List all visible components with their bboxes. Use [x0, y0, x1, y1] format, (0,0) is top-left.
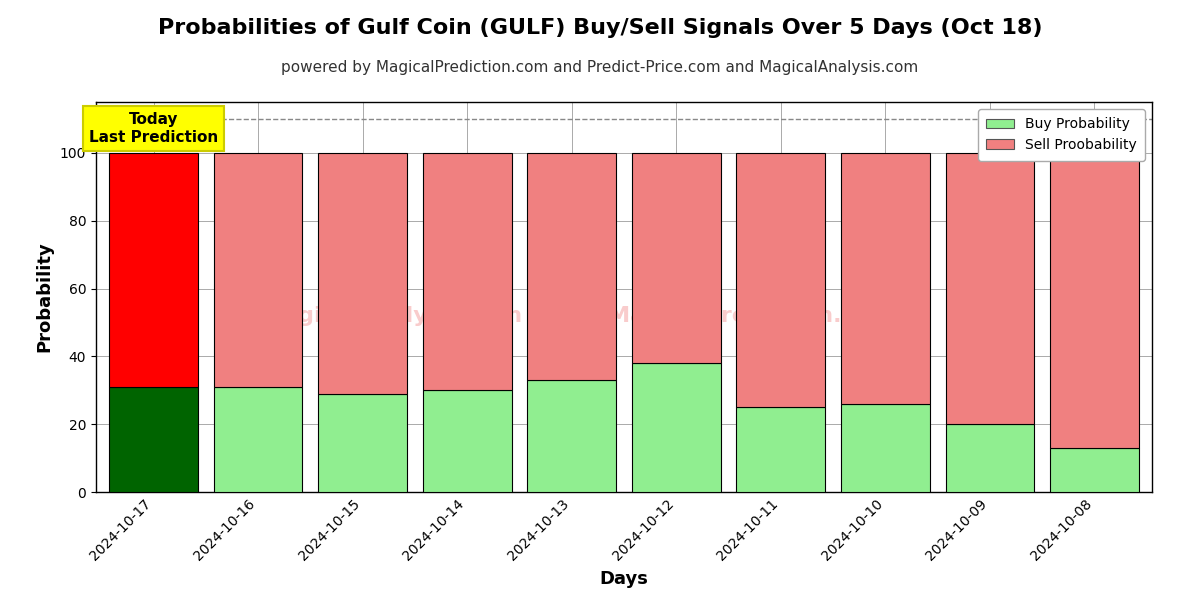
Bar [109, 153, 198, 387]
Text: powered by MagicalPrediction.com and Predict-Price.com and MagicalAnalysis.com: powered by MagicalPrediction.com and Pre… [281, 60, 919, 75]
Bar [214, 387, 302, 492]
Bar [1050, 448, 1139, 492]
Text: Probabilities of Gulf Coin (GULF) Buy/Sell Signals Over 5 Days (Oct 18): Probabilities of Gulf Coin (GULF) Buy/Se… [157, 18, 1043, 38]
Legend: Buy Probability, Sell Proobability: Buy Probability, Sell Proobability [978, 109, 1145, 161]
Y-axis label: Probability: Probability [35, 242, 53, 352]
Text: MagicalPrediction.com: MagicalPrediction.com [608, 307, 894, 326]
X-axis label: Days: Days [600, 571, 648, 589]
Bar [946, 153, 1034, 424]
Bar [737, 407, 826, 492]
Bar [946, 424, 1034, 492]
Bar [527, 153, 616, 380]
Bar [318, 153, 407, 394]
Bar [841, 153, 930, 404]
Bar [527, 380, 616, 492]
Bar [737, 153, 826, 407]
Text: Today
Last Prediction: Today Last Prediction [89, 112, 218, 145]
Bar [318, 394, 407, 492]
Bar [841, 404, 930, 492]
Bar [632, 153, 721, 363]
Bar [1050, 153, 1139, 448]
Bar [214, 153, 302, 387]
Bar [422, 390, 511, 492]
Bar [422, 153, 511, 390]
Bar [632, 363, 721, 492]
Text: MagicalAnalysis.com: MagicalAnalysis.com [262, 307, 522, 326]
Bar [109, 387, 198, 492]
